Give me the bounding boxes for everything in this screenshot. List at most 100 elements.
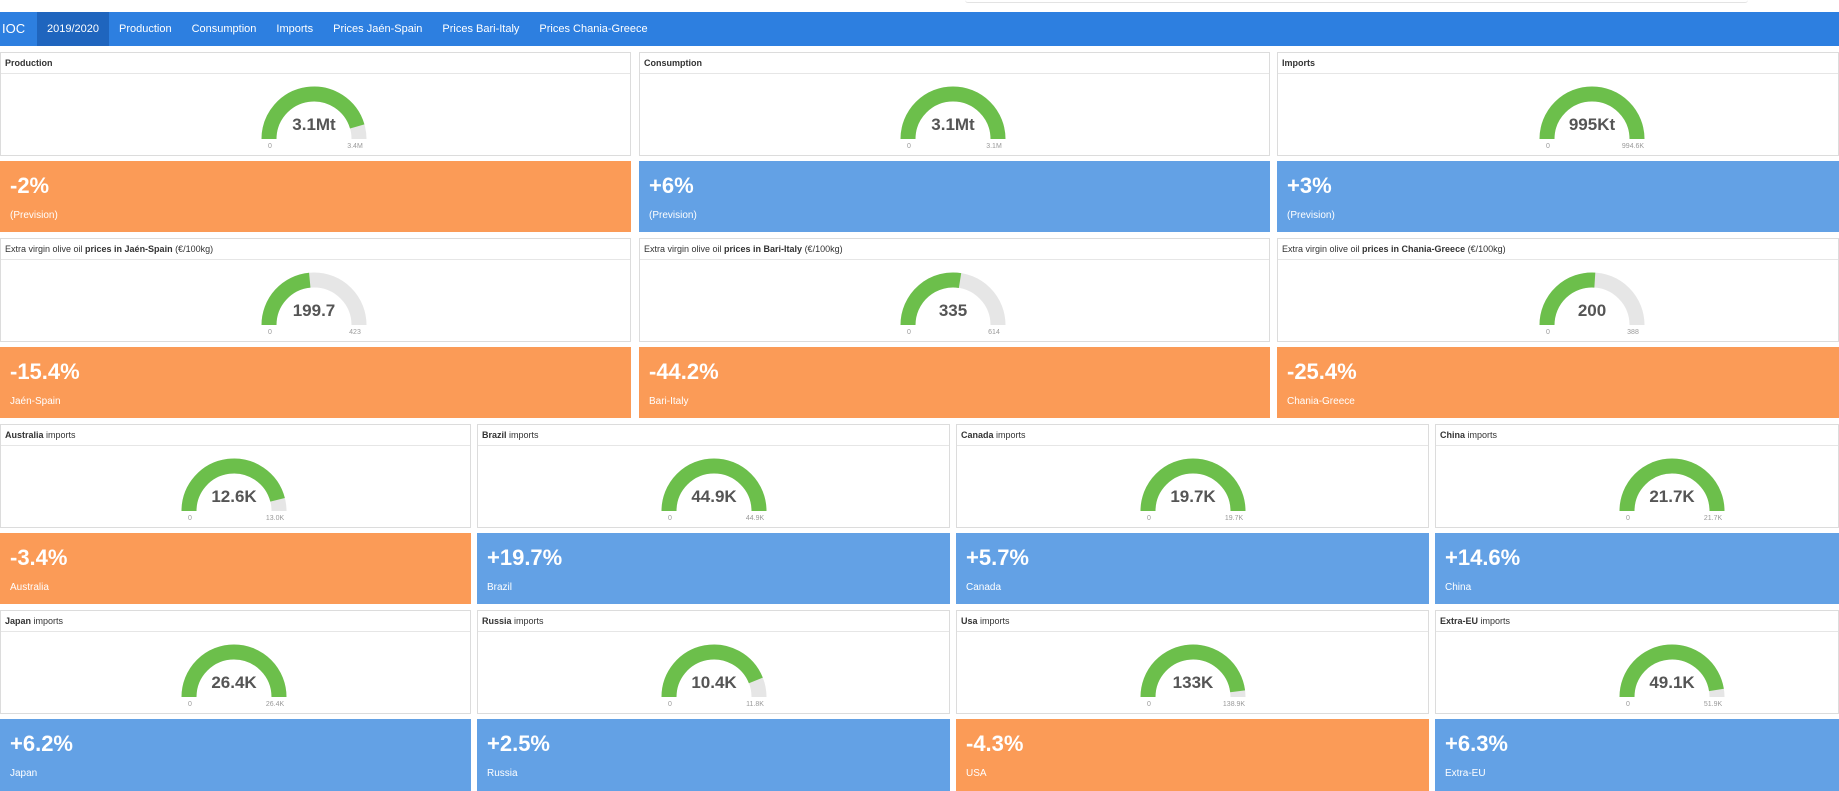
- top-navbar: IOC 2019/2020 Production Consumption Imp…: [0, 12, 1839, 46]
- panel-title-bold: prices in Chania-Greece: [1362, 244, 1466, 254]
- change-label: Bari-Italy: [649, 396, 689, 407]
- gauge-arc: [1539, 272, 1645, 326]
- change-value: -44.2%: [649, 359, 719, 384]
- gauge-min-label: 0: [907, 329, 911, 336]
- nav-tab-prices-bari[interactable]: Prices Bari-Italy: [442, 23, 520, 35]
- panel-title-suffix: (€/100kg): [1465, 244, 1506, 254]
- gauge-arc: [900, 86, 1006, 140]
- change-card-prices-in-bari-italy: -44.2% Bari-Italy: [639, 347, 1270, 418]
- gauge-value: 44.9K: [691, 487, 737, 506]
- panel-japan: Japan imports 26.4K 0 26.4K: [0, 610, 471, 714]
- panel-title-prefix: Extra virgin olive oil: [5, 244, 86, 254]
- gauge: 12.6K 0 13.0K: [178, 455, 290, 533]
- gauge-fill: [661, 644, 763, 698]
- gauge-max-label: 19.7K: [1224, 515, 1244, 522]
- panel-title-suffix: imports: [511, 616, 544, 626]
- gauge-arc: [1539, 86, 1645, 140]
- change-value: -25.4%: [1287, 359, 1357, 384]
- gauge-min-label: 0: [1147, 701, 1151, 708]
- panel-title: China imports: [1436, 425, 1838, 446]
- change-label: (Prevision): [10, 210, 58, 221]
- panel-extra-eu: Extra-EU imports 49.1K 0 51.9K: [1435, 610, 1839, 714]
- nav-tab-imports[interactable]: Imports: [276, 23, 314, 35]
- nav-tab-consumption[interactable]: Consumption: [191, 23, 257, 35]
- gauge: 19.7K 0 19.7K: [1137, 455, 1249, 533]
- panel-title-suffix: imports: [1478, 616, 1511, 626]
- change-label: Canada: [966, 582, 1002, 593]
- change-value: +6%: [649, 173, 694, 198]
- change-value: +14.6%: [1445, 545, 1521, 570]
- change-card-japan: +6.2% Japan: [0, 719, 471, 791]
- panel-title-bold: Imports: [1282, 58, 1316, 68]
- gauge-max-label: 614: [988, 329, 1000, 336]
- gauge-fill: [261, 86, 365, 140]
- panel-title: Extra virgin olive oil prices in Jaén-Sp…: [1, 239, 630, 260]
- gauge-min-label: 0: [1626, 701, 1630, 708]
- gauge-max-label: 51.9K: [1703, 701, 1723, 708]
- gauge-fill: [261, 272, 311, 326]
- panel-prices-in-bari-italy: Extra virgin olive oil prices in Bari-It…: [639, 238, 1270, 342]
- gauge-min-label: 0: [1546, 329, 1550, 336]
- panel-australia: Australia imports 12.6K 0 13.0K: [0, 424, 471, 528]
- gauge-arc: [1140, 458, 1246, 512]
- panel-title-suffix: imports: [506, 430, 539, 440]
- gauge: 21.7K 0 21.7K: [1616, 455, 1728, 533]
- panel-canada: Canada imports 19.7K 0 19.7K: [956, 424, 1429, 528]
- panel-title-bold: China: [1440, 430, 1466, 440]
- gauge: 26.4K 0 26.4K: [178, 641, 290, 719]
- change-card-canada: +5.7% Canada: [956, 533, 1429, 604]
- change-label: USA: [966, 768, 987, 779]
- gauge-min-label: 0: [668, 701, 672, 708]
- gauge-fill: [900, 86, 1006, 140]
- gauge-min-label: 0: [668, 515, 672, 522]
- change-label: Extra-EU: [1445, 768, 1486, 779]
- gauge-fill: [1539, 86, 1645, 140]
- panel-title: Production: [1, 53, 630, 74]
- gauge: 3.1Mt 0 3.1M: [897, 83, 1009, 161]
- gauge-min-label: 0: [268, 143, 272, 150]
- gauge-min-label: 0: [1147, 515, 1151, 522]
- change-card-prices-in-ja-n-spain: -15.4% Jaén-Spain: [0, 347, 631, 418]
- gauge-min-label: 0: [188, 515, 192, 522]
- gauge-arc: [261, 86, 367, 140]
- gauge-fill: [181, 644, 287, 698]
- change-card-china: +14.6% China: [1435, 533, 1839, 604]
- gauge-value: 26.4K: [211, 673, 257, 692]
- panel-title-suffix: (€/100kg): [172, 244, 214, 254]
- gauge-max-label: 44.9K: [745, 515, 765, 522]
- panel-title-bold: Usa: [961, 616, 978, 626]
- brand-logo[interactable]: IOC: [2, 21, 26, 36]
- gauge-max-label: 11.8K: [746, 701, 764, 708]
- change-label: (Prevision): [649, 210, 697, 221]
- gauge-value: 12.6K: [211, 487, 257, 506]
- scroll-hint: [965, 0, 1748, 3]
- nav-tab-prices-jaen[interactable]: Prices Jaén-Spain: [333, 23, 423, 35]
- panel-title-suffix: imports: [977, 616, 1010, 626]
- change-value: -3.4%: [10, 545, 68, 570]
- change-label: Chania-Greece: [1287, 396, 1355, 407]
- nav-tab-season[interactable]: 2019/2020: [37, 12, 109, 46]
- nav-tab-prices-chania[interactable]: Prices Chania-Greece: [539, 23, 648, 35]
- panel-production: Production 3.1Mt 0 3.4M: [0, 52, 631, 156]
- gauge-arc: [261, 272, 367, 326]
- gauge-max-label: 994.6K: [1621, 143, 1645, 150]
- panel-title-bold: Brazil: [482, 430, 507, 440]
- gauge-value: 10.4K: [691, 673, 737, 692]
- gauge-arc: [181, 644, 287, 698]
- gauge-arc: [661, 644, 767, 698]
- panel-title: Usa imports: [957, 611, 1428, 632]
- gauge-min-label: 0: [1626, 515, 1630, 522]
- gauge-max-label: 13.0K: [265, 515, 285, 522]
- panel-title-bold: Russia: [482, 616, 512, 626]
- nav-tab-production[interactable]: Production: [119, 23, 172, 35]
- gauge-max-label: 26.4K: [265, 701, 285, 708]
- gauge-arc: [661, 458, 767, 512]
- panel-title-suffix: (€/100kg): [802, 244, 843, 254]
- panel-title: Canada imports: [957, 425, 1428, 446]
- gauge-max-label: 388: [1627, 329, 1639, 336]
- gauge-value: 49.1K: [1649, 673, 1695, 692]
- gauge: 133K 0 138.9K: [1137, 641, 1249, 719]
- change-value: -15.4%: [10, 359, 80, 384]
- change-card-consumption: +6% (Prevision): [639, 161, 1270, 232]
- gauge-value: 995Kt: [1568, 115, 1616, 134]
